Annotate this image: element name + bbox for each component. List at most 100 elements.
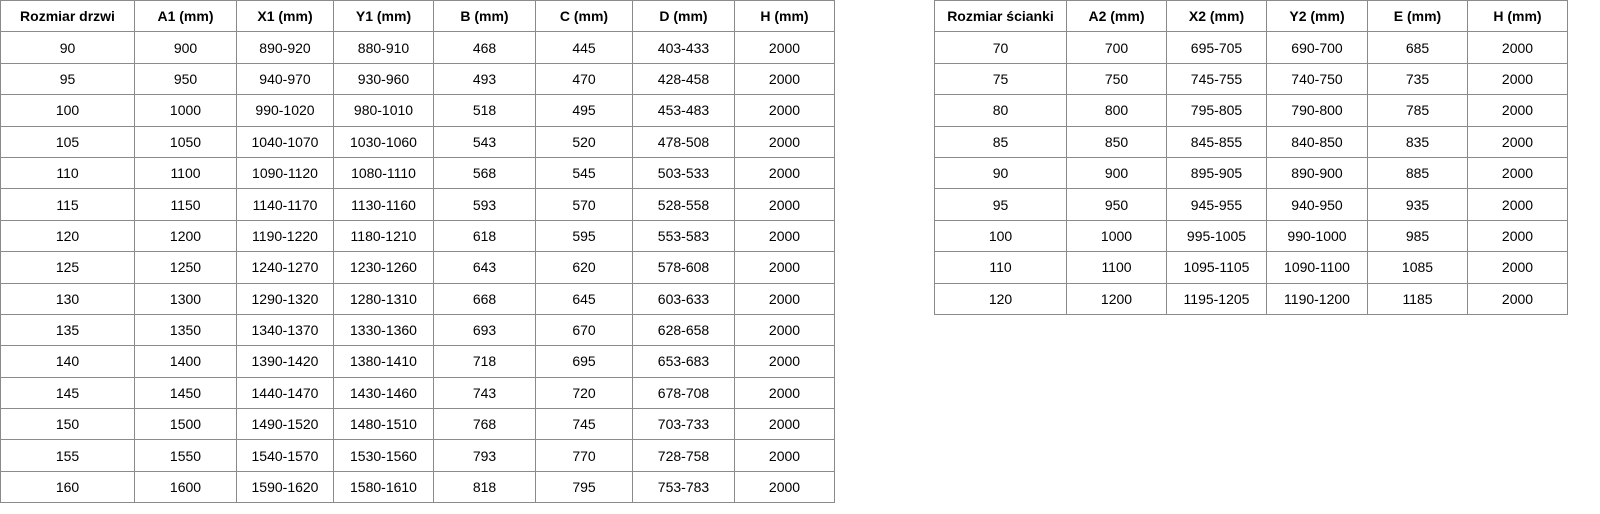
table-cell: 553-583 [632,219,735,253]
table-row: 160 1600 1590-1620 1580-1610 818 795 753-783 20… [0,470,835,504]
column-header: X1 (mm) [236,0,334,33]
column-header: X2 (mm) [1166,0,1267,33]
table-cell: 745-755 [1166,62,1267,96]
table-cell: 95 [934,188,1067,221]
table-cell: 990-1000 [1266,219,1368,253]
table-cell: 1050 [134,125,237,158]
table-cell: 740-750 [1266,62,1368,96]
table-cell: 1200 [134,219,237,253]
table-cell: 668 [433,282,536,315]
table-cell: 2000 [1467,188,1568,221]
table-cell: 1140-1170 [236,188,334,221]
column-header: D (mm) [632,0,735,33]
table-cell: 503-533 [632,156,735,190]
table-cell: 135 [0,313,135,347]
table-cell: 1090-1120 [236,156,334,190]
table-row: 155 1550 1540-1570 1530-1560 793 770 728-758 20… [0,439,835,472]
table-cell: 2000 [1467,156,1568,190]
table-row: 110 1100 1090-1120 1080-1110 568 545 503-533 20… [0,156,835,190]
table-cell: 1130-1160 [333,188,434,221]
table-row: 95 950 940-970 930-960 493 470 428-458 2000 [0,62,835,96]
table-cell: 125 [0,251,135,284]
table-cell: 1095-1105 [1166,251,1267,284]
table-cell: 2000 [734,94,835,127]
table-cell: 100 [0,94,135,127]
table-cell: 2000 [734,345,835,378]
column-header: C (mm) [535,0,633,33]
table-cell: 445 [535,31,633,64]
table-cell: 795 [535,470,633,504]
table-cell: 90 [934,156,1067,190]
table-cell: 1500 [134,408,237,441]
table-row: 140 1400 1390-1420 1380-1410 718 695 653-683 20… [0,345,835,378]
table-cell: 743 [433,376,536,410]
column-header: E (mm) [1367,0,1468,33]
table-cell: 2000 [734,470,835,504]
table-cell: 753-783 [632,470,735,504]
table-row: 120 1200 1190-1220 1180-1210 618 595 553-583 20… [0,219,835,253]
table-cell: 1440-1470 [236,376,334,410]
table-cell: 1030-1060 [333,125,434,158]
table-cell: 403-433 [632,31,735,64]
table-cell: 105 [0,125,135,158]
table-cell: 145 [0,376,135,410]
table-cell: 545 [535,156,633,190]
table-cell: 2000 [1467,219,1568,253]
table-cell: 160 [0,470,135,504]
table-cell: 790-800 [1266,94,1368,127]
table-row: 115 1150 1140-1170 1130-1160 593 570 528-558 20… [0,188,835,221]
column-header: A1 (mm) [134,0,237,33]
table-cell: 85 [934,125,1067,158]
table-cell: 2000 [1467,94,1568,127]
table-cell: 1250 [134,251,237,284]
table-row: 125 1250 1240-1270 1230-1260 643 620 578-608 20… [0,251,835,284]
table-cell: 470 [535,62,633,96]
table-cell: 155 [0,439,135,472]
table-cell: 1085 [1367,251,1468,284]
table-cell: 528-558 [632,188,735,221]
table-cell: 1490-1520 [236,408,334,441]
column-header: H (mm) [1467,0,1568,33]
table-cell: 980-1010 [333,94,434,127]
table-cell: 2000 [1467,282,1568,315]
table-cell: 690-700 [1266,31,1368,64]
table-cell: 1280-1310 [333,282,434,315]
table-cell: 520 [535,125,633,158]
table-cell: 95 [0,62,135,96]
table-cell: 493 [433,62,536,96]
table-cell: 1040-1070 [236,125,334,158]
table-row: 145 1450 1440-1470 1430-1460 743 720 678-708 20… [0,376,835,410]
table-row: 90 900 895-905 890-900 885 2000 [934,156,1568,190]
table-cell: 1000 [1066,219,1167,253]
table-cell: 880-910 [333,31,434,64]
table-row: 130 1300 1290-1320 1280-1310 668 645 603-633 20… [0,282,835,315]
table-cell: 1540-1570 [236,439,334,472]
table-cell: 603-633 [632,282,735,315]
table-cell: 120 [934,282,1067,315]
table-row: 120 1200 1195-1205 1190-1200 1185 2000 [934,282,1568,315]
table-cell: 670 [535,313,633,347]
table-cell: 1290-1320 [236,282,334,315]
table-cell: 120 [0,219,135,253]
table-cell: 1340-1370 [236,313,334,347]
table-cell: 735 [1367,62,1468,96]
table-cell: 1240-1270 [236,251,334,284]
table-row: 110 1100 1095-1105 1090-1100 1085 2000 [934,251,1568,284]
table-cell: 1330-1360 [333,313,434,347]
table-cell: 678-708 [632,376,735,410]
table-cell: 543 [433,125,536,158]
table-cell: 1230-1260 [333,251,434,284]
column-header: H (mm) [734,0,835,33]
table-cell: 818 [433,470,536,504]
table-cell: 115 [0,188,135,221]
column-header: A2 (mm) [1066,0,1167,33]
table-cell: 2000 [734,156,835,190]
table-cell: 770 [535,439,633,472]
table-cell: 800 [1066,94,1167,127]
table-cell: 693 [433,313,536,347]
table-cell: 570 [535,188,633,221]
table-cell: 100 [934,219,1067,253]
table-cell: 1590-1620 [236,470,334,504]
table-cell: 785 [1367,94,1468,127]
table-cell: 2000 [734,219,835,253]
